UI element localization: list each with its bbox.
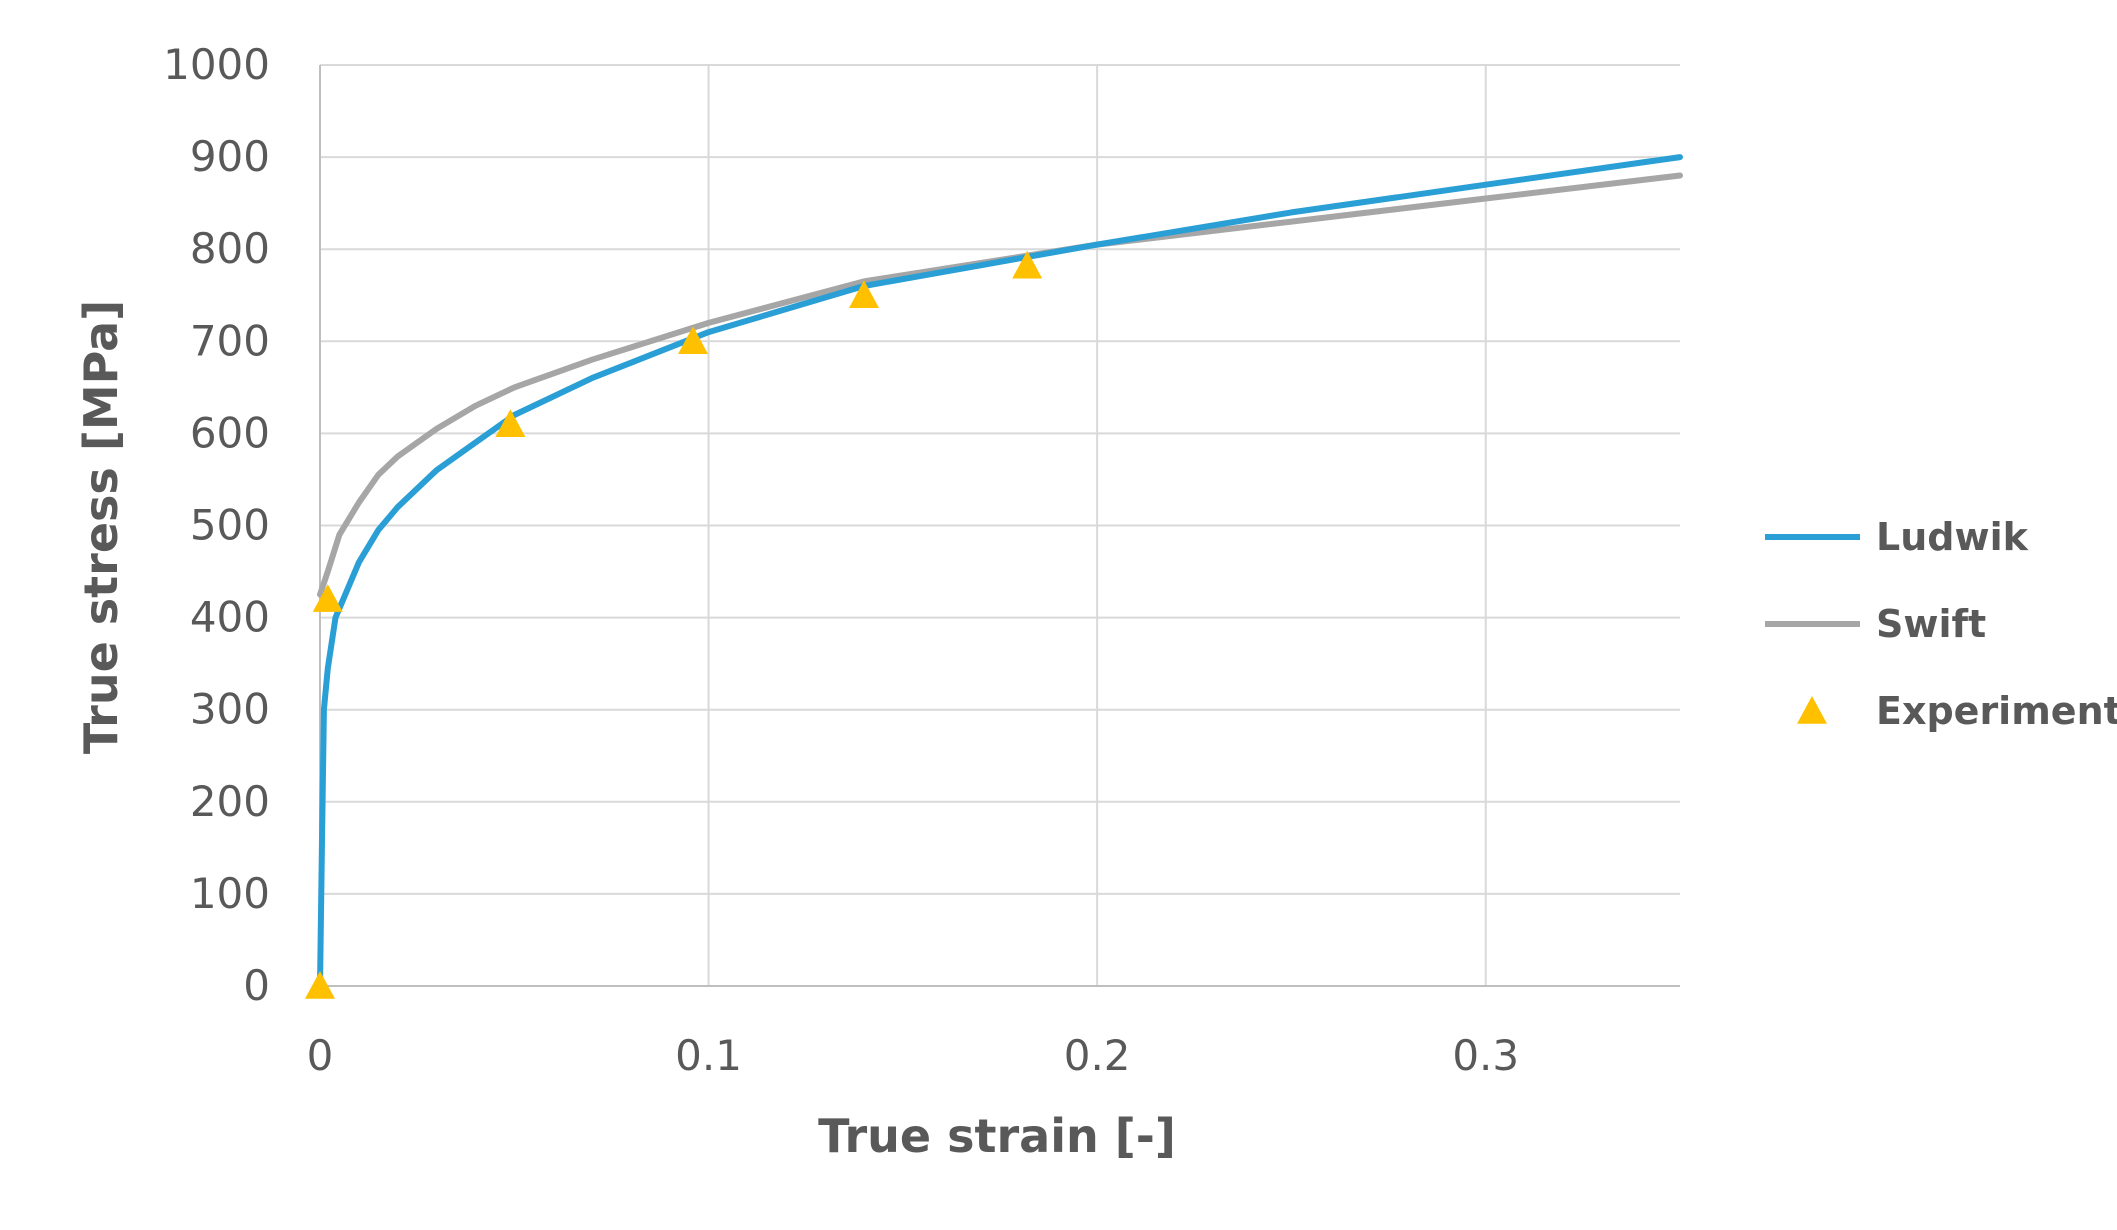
legend-item-ludwik: Ludwik	[1765, 515, 2029, 559]
y-tick-label: 400	[190, 593, 270, 642]
data-point-experiment	[1012, 250, 1043, 279]
series-line-ludwik	[317, 154, 1683, 989]
y-tick-label: 200	[190, 777, 270, 826]
legend-label: Swift	[1876, 602, 1986, 646]
x-axis-title: True strain [-]	[818, 1109, 1176, 1163]
y-tick-label: 300	[190, 685, 270, 734]
y-tick-label: 0	[243, 961, 270, 1010]
legend-label: Experiment	[1876, 689, 2117, 733]
series-line-swift	[317, 172, 1683, 598]
x-tick-label: 0.3	[1452, 1031, 1519, 1080]
x-tick-label: 0	[307, 1031, 334, 1080]
x-tick-label: 0.1	[675, 1031, 742, 1080]
y-tick-label: 800	[190, 224, 270, 273]
y-tick-label: 1000	[163, 40, 270, 89]
data-point-experiment	[305, 971, 335, 999]
y-tick-label: 600	[190, 408, 270, 457]
legend-item-experiment: Experiment	[1797, 689, 2117, 733]
y-tick-label: 900	[190, 132, 270, 181]
x-tick-label: 0.2	[1064, 1031, 1131, 1080]
y-tick-label: 700	[190, 316, 270, 365]
legend-swatch	[1797, 696, 1827, 724]
y-axis-title: True stress [MPa]	[74, 300, 128, 754]
data-point-experiment	[312, 584, 343, 612]
data-point-experiment	[678, 326, 709, 355]
data-point-experiment	[495, 409, 526, 437]
y-tick-label: 500	[190, 501, 270, 550]
legend-label: Ludwik	[1876, 515, 2029, 559]
y-tick-label: 100	[190, 869, 270, 918]
legend: Ludwik Swift Experiment	[1765, 515, 2117, 733]
legend-item-swift: Swift	[1765, 602, 1986, 646]
data-point-experiment	[849, 280, 879, 308]
